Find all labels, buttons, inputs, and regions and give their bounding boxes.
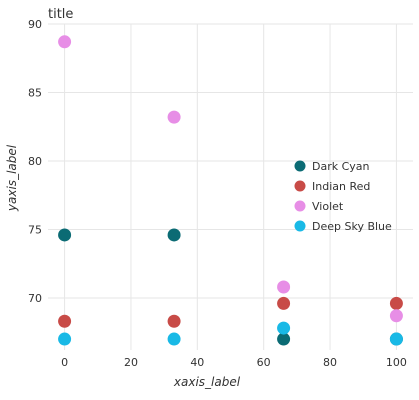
y-tick-label: 75 [28,223,42,236]
point-indian-red [167,314,181,328]
data-points [58,35,403,346]
x-tick-label: 80 [323,356,337,369]
series-indian-red [58,296,403,328]
legend-marker-deep-sky-blue [294,220,306,232]
point-deep-sky-blue [277,321,291,335]
legend-label-violet: Violet [312,200,344,213]
point-indian-red [389,296,403,310]
point-deep-sky-blue [58,332,72,346]
legend: Dark Cyan Indian Red Violet Deep Sky Blue [294,160,392,233]
grid [48,23,413,350]
y-axis-title: yaxis_label [5,144,19,212]
legend-label-dark-cyan: Dark Cyan [312,160,370,173]
series-violet [58,35,403,323]
point-violet [389,309,403,323]
x-tick-label: 20 [124,356,138,369]
point-dark-cyan [167,228,181,242]
legend-label-deep-sky-blue: Deep Sky Blue [312,220,392,233]
legend-label-indian-red: Indian Red [312,180,370,193]
y-tick-label: 80 [28,155,42,168]
series-deep-sky-blue [58,321,403,346]
x-axis-title: xaxis_label [173,375,241,389]
chart-title: title [48,7,73,22]
legend-marker-violet [294,200,306,212]
x-tick-label: 40 [190,356,204,369]
point-violet [58,35,72,49]
y-tick-label: 70 [28,292,42,305]
x-axis-ticks: 0 20 40 60 80 100 [61,356,407,369]
point-violet [277,280,291,294]
x-tick-label: 100 [386,356,407,369]
x-tick-label: 60 [257,356,271,369]
series-dark-cyan [58,228,403,346]
y-axis-ticks: 70 75 80 85 90 [28,18,42,305]
point-indian-red [277,296,291,310]
point-violet [167,110,181,124]
y-tick-label: 85 [28,86,42,99]
legend-marker-dark-cyan [294,160,306,172]
point-dark-cyan [277,332,291,346]
point-deep-sky-blue [389,332,403,346]
legend-marker-indian-red [294,180,306,192]
x-tick-label: 0 [61,356,68,369]
point-deep-sky-blue [167,332,181,346]
point-dark-cyan [58,228,72,242]
y-tick-label: 90 [28,18,42,31]
point-indian-red [58,314,72,328]
